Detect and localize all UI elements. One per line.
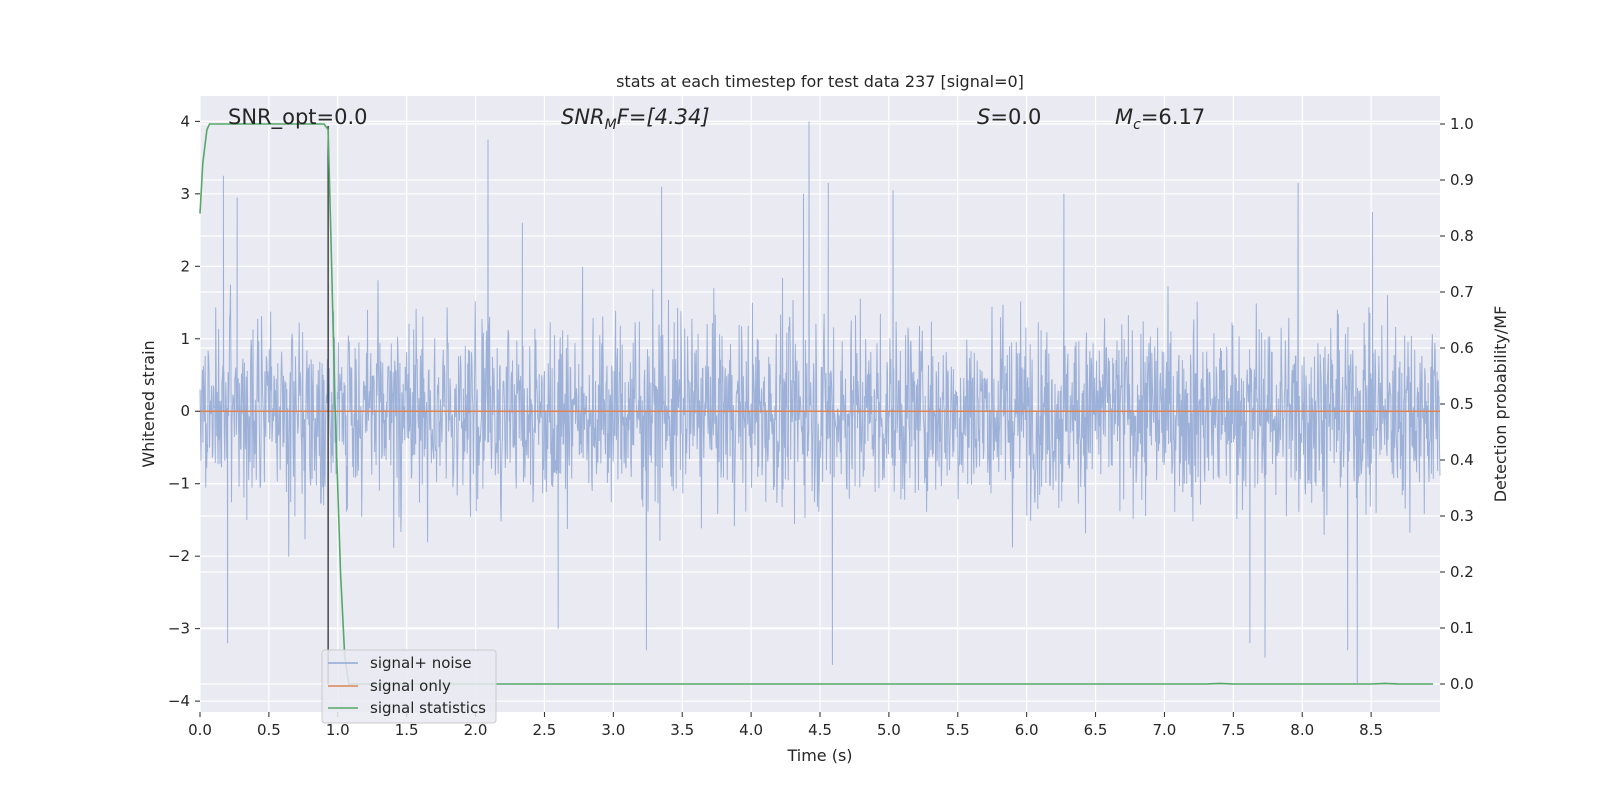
annotation-snr-mf: SNRMF=[4.34] [561, 105, 710, 133]
y-tick-label: −2 [168, 547, 190, 565]
annotation-snr-opt: SNR_opt=0.0 [228, 105, 368, 130]
annotation-s-rest: =0.0 [990, 105, 1041, 129]
y2-tick-label: 0.4 [1450, 451, 1474, 469]
x-axis-ticks: 0.0 0.5 1.0 1.5 2.0 2.5 3.0 3.5 4.0 4.5 5.0 5.5 6.0 6… [188, 712, 1383, 739]
x-tick-label: 5.5 [946, 721, 970, 739]
y2-tick-label: 0.1 [1450, 619, 1474, 637]
legend-label-signal-only: signal only [370, 677, 451, 695]
annotation-s-main: S [977, 105, 990, 129]
x-tick-label: 4.5 [808, 721, 832, 739]
y2-tick-label: 0.2 [1450, 563, 1474, 581]
y2-tick-label: 0.5 [1450, 395, 1474, 413]
y-tick-label: 4 [180, 112, 190, 130]
x-axis-label: Time (s) [786, 746, 852, 765]
x-tick-label: 8.0 [1290, 721, 1314, 739]
y-axis-ticks: 4 3 2 1 0 −1 −2 −3 −4 [168, 112, 200, 710]
y-tick-label: −3 [168, 620, 190, 638]
y2-tick-label: 0.6 [1450, 339, 1474, 357]
annotation-mc-main: M [1115, 105, 1133, 129]
grid-lines [199, 96, 1440, 712]
x-tick-label: 6.5 [1084, 721, 1108, 739]
x-tick-label: 7.0 [1153, 721, 1177, 739]
annotation-mc-sub: c [1133, 117, 1141, 133]
y-axis-label: Whitened strain [139, 340, 158, 467]
noise-line [199, 121, 1441, 684]
chart-title: stats at each timestep for test data 237… [616, 72, 1024, 91]
y2-tick-label: 0.0 [1450, 675, 1474, 693]
y-tick-label: −4 [168, 692, 190, 710]
x-tick-label: 0.5 [257, 721, 281, 739]
annotation-mc-rest: =6.17 [1141, 105, 1205, 129]
x-tick-label: 0.0 [188, 721, 212, 739]
x-tick-label: 2.0 [464, 721, 488, 739]
annotation-snr-mf-sub: M [605, 117, 617, 133]
legend-box [321, 649, 497, 724]
y-tick-label: −1 [168, 475, 190, 493]
legend-label-signal-noise: signal+ noise [370, 654, 472, 672]
y-tick-label: 0 [180, 402, 190, 420]
legend-label-signal-statistics: signal statistics [370, 699, 486, 717]
x-tick-label: 3.0 [601, 721, 625, 739]
y-tick-label: 2 [180, 257, 190, 275]
x-tick-label: 5.0 [877, 721, 901, 739]
annotation-s: S=0.0 [977, 105, 1041, 129]
annotation-mc: Mc=6.17 [1115, 105, 1205, 133]
annotation-snr-mf-rest: F=[4.34] [617, 105, 710, 129]
y2-tick-label: 0.3 [1450, 507, 1474, 525]
y-tick-label: 3 [180, 185, 190, 203]
y2-tick-label: 1.0 [1450, 115, 1474, 133]
y2-axis-ticks: 1.0 0.9 0.8 0.7 0.6 0.5 0.4 0.3 0.2 0.1 0.0 [1440, 115, 1474, 693]
y2-axis-label: Detection probability/MF [1491, 306, 1510, 503]
x-tick-label: 6.0 [1015, 721, 1039, 739]
x-tick-label: 1.5 [395, 721, 419, 739]
x-tick-label: 8.5 [1359, 721, 1383, 739]
y2-tick-label: 0.9 [1450, 171, 1474, 189]
y-tick-label: 1 [180, 330, 190, 348]
legend: signal+ noise signal only signal statist… [321, 649, 497, 724]
y2-tick-label: 0.8 [1450, 227, 1474, 245]
x-tick-label: 2.5 [533, 721, 557, 739]
x-tick-label: 4.0 [739, 721, 763, 739]
y2-tick-label: 0.7 [1450, 283, 1474, 301]
x-tick-label: 3.5 [670, 721, 694, 739]
x-tick-label: 7.5 [1221, 721, 1245, 739]
annotation-snr-mf-main: SNR [561, 105, 605, 129]
x-tick-label: 1.0 [326, 721, 350, 739]
noise-series [199, 121, 1441, 684]
